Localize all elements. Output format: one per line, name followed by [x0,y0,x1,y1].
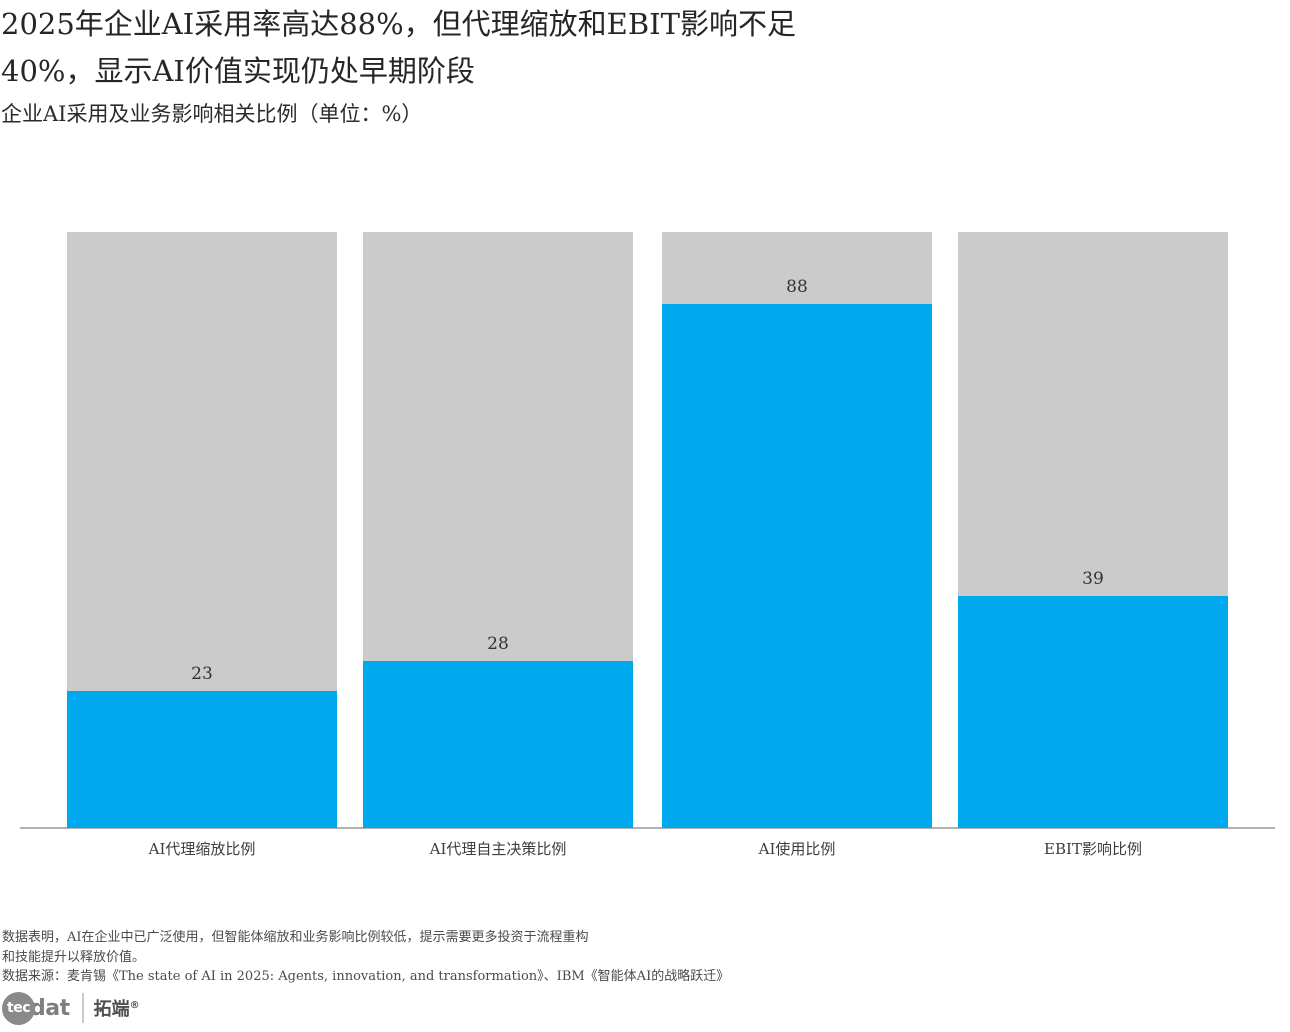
chart-title: 2025年企业AI采用率高达88%，但代理缩放和EBIT影响不足 40%，显示A… [1,1,796,95]
tecdat-logo-circle-icon: tec [2,991,35,1025]
footnote-line-2: 和技能提升以释放价值。 [2,949,146,965]
data-source-note: 数据来源：麦肯锡《The state of AI in 2025: Agents… [2,969,730,984]
chart-title-line-2: 40%，显示AI价值实现仍处早期阶段 [1,54,475,88]
chart-title-line-1: 2025年企业AI采用率高达88%，但代理缩放和EBIT影响不足 [1,7,796,41]
logo-divider [81,993,84,1023]
x-tick-label: AI代理自主决策比例 [429,840,567,858]
bar-group: 39 EBIT影响比例 [958,232,1228,858]
chart-subtitle: 企业AI采用及业务影响相关比例（单位：%） [1,102,423,126]
brand-name: 拓端® [94,995,140,1021]
bar-fill [363,661,633,828]
brand-name-text: 拓端 [93,999,130,1020]
bar-group: 28 AI代理自主决策比例 [363,232,633,858]
x-tick-label: EBIT影响比例 [1044,840,1142,858]
bar-fill [958,595,1228,828]
x-tick-label: AI代理缩放比例 [148,840,256,858]
chart-footnote: 数据表明，AI在企业中已广泛使用，但智能体缩放和业务影响比例较低，提示需要更多投… [2,928,589,967]
bar-value-label: 39 [1082,568,1104,589]
bar-chart-plot: 23 AI代理缩放比例 28 AI代理自主决策比例 88 AI使用比例 39 EBIT影响比例 [20,232,1275,858]
bar-group: 88 AI使用比例 [662,232,932,858]
x-axis-line [20,827,1275,829]
bar-value-label: 28 [487,634,509,655]
bar-value-label: 23 [191,663,213,684]
tecdat-logo: tec dat 拓端® [2,990,140,1026]
bar-value-label: 88 [786,276,808,297]
footnote-line-1: 数据表明，AI在企业中已广泛使用，但智能体缩放和业务影响比例较低，提示需要更多投… [2,930,589,945]
x-tick-label: AI使用比例 [758,840,836,858]
registered-trademark-icon: ® [129,1000,140,1011]
bar-fill [67,690,337,828]
bar-fill [662,303,932,828]
bar-group: 23 AI代理缩放比例 [67,232,337,858]
tecdat-logo-text: dat [30,995,70,1021]
